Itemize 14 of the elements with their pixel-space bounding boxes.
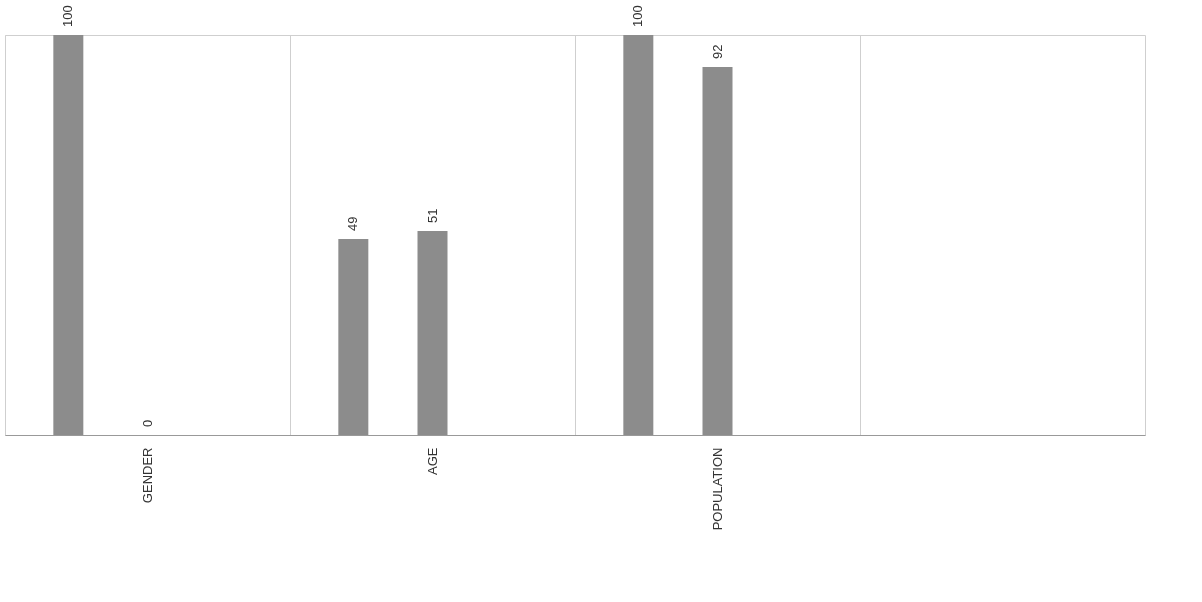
data-label: 100 bbox=[60, 5, 76, 27]
data-label: 51 bbox=[424, 208, 440, 223]
x-tick-label: AGE bbox=[424, 447, 440, 475]
data-label: 49 bbox=[345, 216, 361, 231]
x-tick-label: GENDER bbox=[139, 447, 155, 504]
data-label: 100 bbox=[630, 5, 646, 27]
bar bbox=[53, 35, 84, 435]
bar bbox=[417, 231, 448, 435]
data-label: 92 bbox=[709, 44, 725, 59]
bar bbox=[702, 67, 733, 435]
data-label: 0 bbox=[139, 419, 155, 427]
bar bbox=[338, 239, 369, 435]
x-tick-label: POPULATION bbox=[709, 447, 725, 531]
bar bbox=[623, 35, 654, 435]
